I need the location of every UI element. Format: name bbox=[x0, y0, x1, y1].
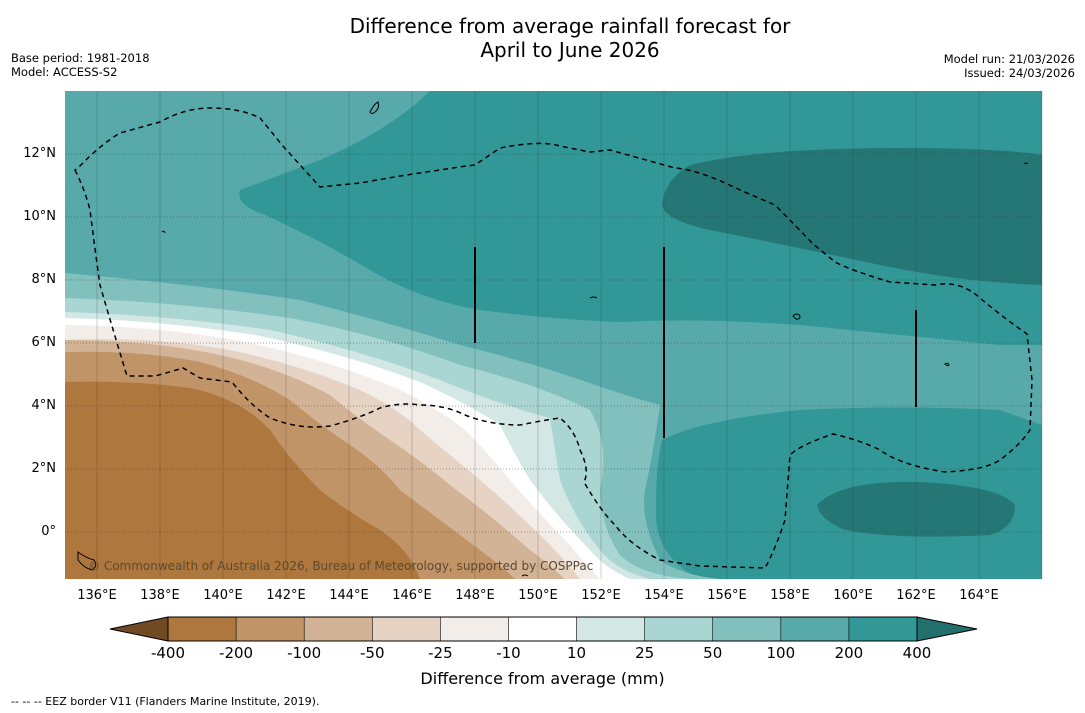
longitude-label: 156°E bbox=[707, 588, 747, 603]
title-line-1: Difference from average rainfall forecas… bbox=[349, 14, 791, 38]
longitude-label: 160°E bbox=[833, 588, 873, 603]
band-400-plus-north bbox=[662, 148, 1042, 285]
model-run: Model run: 21/03/2026 bbox=[943, 52, 1075, 66]
colorbar-tick-label: -400 bbox=[150, 644, 186, 662]
colorbar-segment bbox=[712, 616, 782, 642]
longitude-label: 142°E bbox=[266, 588, 306, 603]
eez-palau-fsm-line bbox=[74, 107, 1033, 569]
colorbar-segment bbox=[371, 616, 442, 642]
colorbar-title: Difference from average (mm) bbox=[420, 669, 665, 688]
colorbar-segment bbox=[167, 616, 237, 642]
colorbar-tick-label: 50 bbox=[703, 644, 723, 662]
island-outline bbox=[1023, 162, 1029, 165]
map-title: Difference from average rainfall forecas… bbox=[0, 14, 1085, 62]
colorbar-segment bbox=[440, 616, 510, 642]
island-outline bbox=[369, 101, 380, 114]
longitude-label: 154°E bbox=[644, 588, 684, 603]
latitude-label: 2°N bbox=[31, 461, 57, 476]
band-neg200-neg400 bbox=[65, 381, 420, 579]
island-outline bbox=[944, 362, 950, 367]
graticule bbox=[65, 91, 1043, 579]
colorbar-tick-label: 10 bbox=[566, 644, 587, 662]
colorbar-tick-label: -100 bbox=[287, 644, 322, 662]
longitude-label: 140°E bbox=[203, 588, 243, 603]
island-outline bbox=[521, 574, 529, 577]
model-name: Model: ACCESS-S2 bbox=[11, 65, 118, 79]
colorbar bbox=[109, 616, 978, 642]
colorbar-tick-label: -10 bbox=[496, 644, 521, 662]
title-line-2: April to June 2026 bbox=[480, 38, 660, 62]
colorbar-tick-label: 25 bbox=[635, 644, 655, 662]
colorbar-segment bbox=[848, 616, 918, 642]
island-outline bbox=[589, 296, 598, 299]
longitude-label: 150°E bbox=[518, 588, 558, 603]
copyright-notice: © Commonwealth of Australia 2026, Bureau… bbox=[88, 559, 594, 573]
colorbar-extend-max bbox=[916, 616, 978, 642]
band-400-plus-south bbox=[817, 481, 1015, 537]
contour-field bbox=[65, 91, 1042, 579]
base-period: Base period: 1981-2018 bbox=[11, 51, 150, 65]
latitude-label: 8°N bbox=[31, 272, 57, 287]
latitude-label: 0° bbox=[41, 524, 56, 539]
colorbar-segment bbox=[235, 616, 305, 642]
colorbar-segment bbox=[576, 616, 646, 642]
colorbar-tick-label: 100 bbox=[766, 644, 796, 662]
island-outline bbox=[77, 551, 97, 571]
longitude-label: 138°E bbox=[140, 588, 180, 603]
latitude-label: 10°N bbox=[23, 209, 56, 224]
longitude-label: 162°E bbox=[896, 588, 936, 603]
colorbar-segment bbox=[780, 616, 850, 642]
colorbar-tick-label: 200 bbox=[834, 644, 864, 662]
colorbar-segment bbox=[303, 616, 374, 642]
longitude-label: 164°E bbox=[959, 588, 999, 603]
longitude-label: 158°E bbox=[770, 588, 810, 603]
latitude-label: 4°N bbox=[31, 398, 57, 413]
eez-tick-bars bbox=[474, 247, 917, 438]
colorbar-tick-label: -200 bbox=[219, 644, 254, 662]
colorbar-tick-label: -50 bbox=[360, 644, 385, 662]
colorbar-segment bbox=[644, 616, 714, 642]
meta-right: Model run: 21/03/2026 Issued: 24/03/2026 bbox=[944, 52, 1075, 80]
longitude-label: 144°E bbox=[329, 588, 369, 603]
footer-note: -- -- -- EEZ border V11 (Flanders Marine… bbox=[11, 695, 320, 708]
longitude-label: 152°E bbox=[581, 588, 621, 603]
islands bbox=[77, 101, 1029, 577]
colorbar-tick-label: 400 bbox=[902, 644, 932, 662]
colorbar-segments bbox=[167, 616, 918, 642]
latitude-label: 6°N bbox=[31, 335, 57, 350]
issued-date: Issued: 24/03/2026 bbox=[964, 66, 1075, 80]
longitude-label: 148°E bbox=[455, 588, 495, 603]
island-outline bbox=[161, 230, 166, 234]
eez-border bbox=[74, 107, 1033, 569]
longitude-label: 136°E bbox=[77, 588, 117, 603]
island-outline bbox=[792, 313, 801, 320]
colorbar-extend-min bbox=[109, 616, 169, 642]
latitude-label: 12°N bbox=[23, 146, 56, 161]
meta-left: Base period: 1981-2018 Model: ACCESS-S2 bbox=[11, 51, 150, 79]
colorbar-frame bbox=[167, 616, 918, 642]
colorbar-segment bbox=[508, 616, 578, 642]
longitude-label: 146°E bbox=[392, 588, 432, 603]
colorbar-tick-label: -25 bbox=[428, 644, 453, 662]
